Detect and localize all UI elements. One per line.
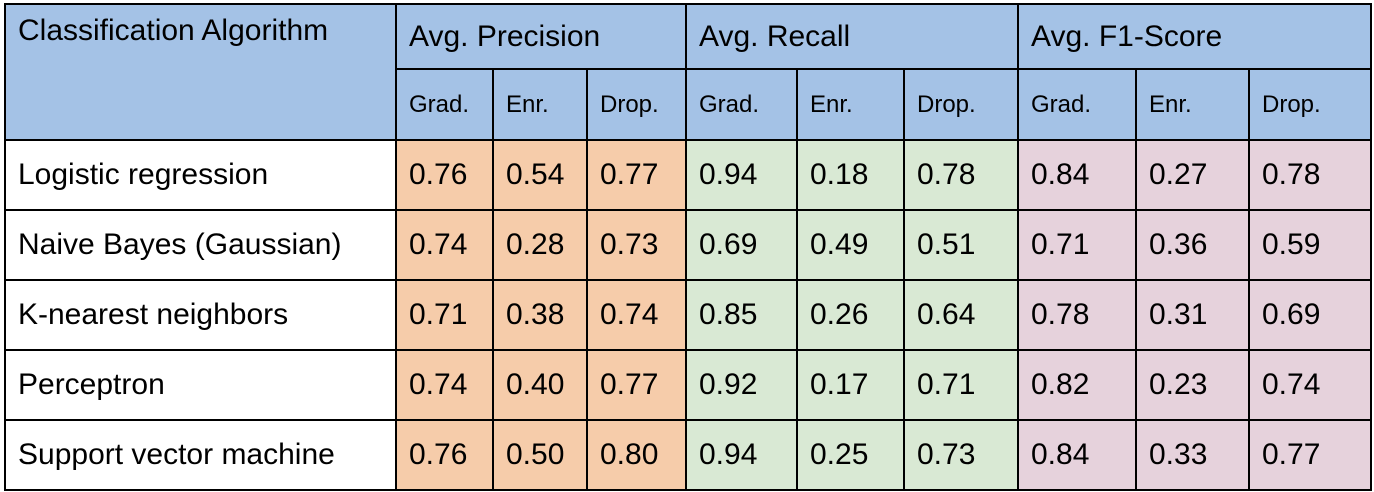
f1-grad-cell: 0.84 [1017,419,1137,491]
f1-drop-subheader: Drop. [1247,68,1373,141]
recall-grad-cell: 0.94 [685,139,798,211]
recall-group-header: Avg. Recall [685,3,1019,70]
recall-grad-cell: 0.69 [685,209,798,281]
precision-enr-cell: 0.40 [492,349,588,421]
recall-drop-cell: 0.64 [903,279,1019,351]
f1-grad-cell: 0.71 [1017,209,1137,281]
f1-grad-cell: 0.82 [1017,349,1137,421]
precision-drop-cell: 0.77 [586,349,687,421]
algorithm-name-cell: Naive Bayes (Gaussian) [4,209,397,281]
table-row: Support vector machine 0.76 0.50 0.80 0.… [4,419,1373,491]
f1-drop-cell: 0.69 [1247,279,1373,351]
algorithm-name-cell: Perceptron [4,349,397,421]
precision-drop-subheader: Drop. [586,68,687,141]
table-row: K-nearest neighbors 0.71 0.38 0.74 0.85 … [4,279,1373,351]
recall-grad-cell: 0.85 [685,279,798,351]
algorithm-name-cell: Support vector machine [4,419,397,491]
f1-grad-cell: 0.84 [1017,139,1137,211]
precision-enr-cell: 0.38 [492,279,588,351]
recall-enr-cell: 0.18 [796,139,905,211]
f1-drop-cell: 0.74 [1247,349,1373,421]
precision-drop-cell: 0.80 [586,419,687,491]
recall-enr-cell: 0.49 [796,209,905,281]
precision-grad-cell: 0.74 [395,209,494,281]
precision-grad-cell: 0.74 [395,349,494,421]
f1-drop-cell: 0.78 [1247,139,1373,211]
classification-results-table: Classification Algorithm Avg. Precision … [4,3,1373,491]
precision-drop-cell: 0.73 [586,209,687,281]
f1-drop-cell: 0.59 [1247,209,1373,281]
precision-drop-cell: 0.77 [586,139,687,211]
recall-grad-subheader: Grad. [685,68,798,141]
algorithm-name-cell: Logistic regression [4,139,397,211]
precision-grad-cell: 0.76 [395,419,494,491]
recall-enr-cell: 0.25 [796,419,905,491]
precision-enr-cell: 0.50 [492,419,588,491]
table-row: Logistic regression 0.76 0.54 0.77 0.94 … [4,139,1373,211]
table-row: Perceptron 0.74 0.40 0.77 0.92 0.17 0.71… [4,349,1373,421]
f1-grad-cell: 0.78 [1017,279,1137,351]
precision-group-header: Avg. Precision [395,3,687,70]
recall-drop-cell: 0.51 [903,209,1019,281]
f1-enr-subheader: Enr. [1135,68,1250,141]
precision-grad-subheader: Grad. [395,68,494,141]
f1-grad-subheader: Grad. [1017,68,1137,141]
f1-score-group-header: Avg. F1-Score [1016,3,1373,70]
recall-enr-subheader: Enr. [796,68,905,141]
f1-enr-cell: 0.36 [1135,209,1250,281]
recall-drop-subheader: Drop. [903,68,1019,141]
f1-enr-cell: 0.31 [1135,279,1250,351]
subheader-row: Grad. Enr. Drop. Grad. Enr. Drop. Grad. … [5,68,1373,141]
f1-enr-cell: 0.27 [1135,139,1250,211]
precision-enr-cell: 0.28 [492,209,588,281]
recall-drop-cell: 0.71 [903,349,1019,421]
precision-drop-cell: 0.74 [586,279,687,351]
recall-grad-cell: 0.94 [685,419,798,491]
precision-grad-cell: 0.76 [395,139,494,211]
algorithm-name-cell: K-nearest neighbors [4,279,397,351]
algorithm-column-header: Classification Algorithm [4,3,397,141]
precision-enr-cell: 0.54 [492,139,588,211]
recall-enr-cell: 0.26 [796,279,905,351]
recall-enr-cell: 0.17 [796,349,905,421]
f1-drop-cell: 0.77 [1247,419,1373,491]
table-row: Naive Bayes (Gaussian) 0.74 0.28 0.73 0.… [4,209,1373,281]
recall-drop-cell: 0.73 [903,419,1019,491]
results-table-container: Classification Algorithm Avg. Precision … [4,3,1373,491]
group-header-row: Classification Algorithm Avg. Precision … [4,3,1373,141]
f1-enr-cell: 0.23 [1135,349,1250,421]
recall-grad-cell: 0.92 [685,349,798,421]
f1-enr-cell: 0.33 [1135,419,1250,491]
precision-grad-cell: 0.71 [395,279,494,351]
precision-enr-subheader: Enr. [492,68,588,141]
recall-drop-cell: 0.78 [903,139,1019,211]
